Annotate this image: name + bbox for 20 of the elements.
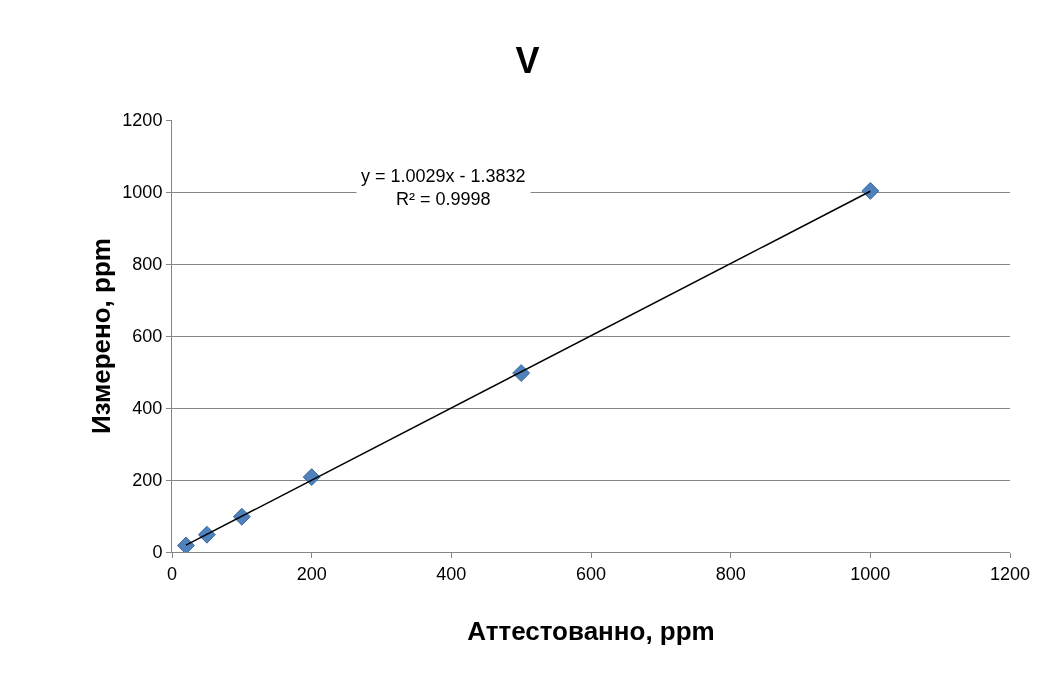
y-axis-title: Измерено, ppm [86,238,116,434]
y-tick-label: 0 [152,542,163,563]
y-tick-label: 800 [132,254,163,275]
chart-title: V [515,40,540,82]
y-tick-label: 400 [132,398,163,419]
point [177,536,195,552]
x-tick-label: 800 [715,563,746,584]
point [861,181,880,200]
y-tick-label: 600 [132,326,163,347]
x-tick-label: 1200 [989,563,1031,584]
x-tick-label: 200 [296,563,327,584]
y-tick-label: 1200 [122,110,163,131]
x-tick-label: 1000 [850,563,891,584]
annotation: y = 1.0029x - 1.3832 R² = 0.9998 [361,166,526,210]
y-tick-label: 200 [132,470,163,491]
x-tick-label: 0 [166,563,178,584]
x-tick-label: 400 [436,563,467,584]
y-tick-label: 1000 [122,182,163,203]
x-axis-title: Аттестованно, ppm [467,616,715,646]
x-tick-label: 600 [575,563,607,584]
